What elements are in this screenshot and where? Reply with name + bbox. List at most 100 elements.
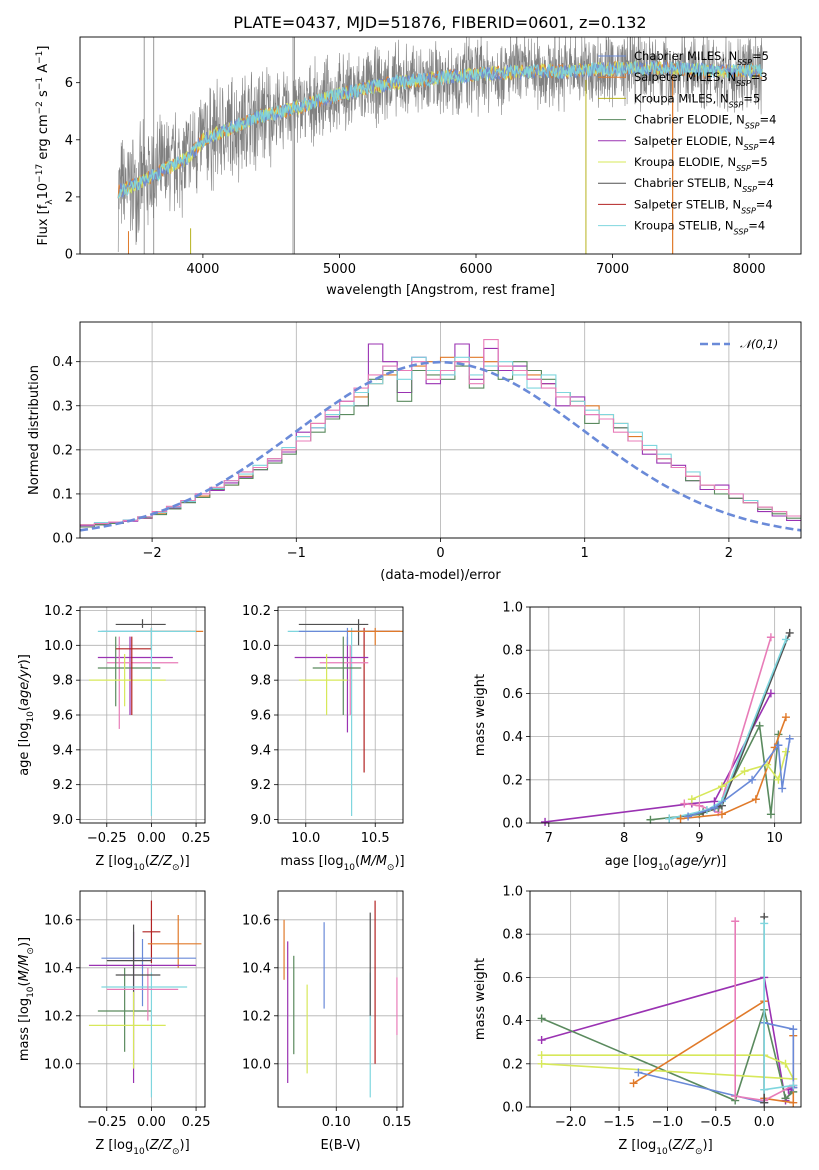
y-axis-label: mass weight [473,958,488,1040]
legend-label: Salpeter ELODIE, NSSP=4 [634,134,775,152]
weight-vs-age-frame [529,606,802,824]
y-axis-label: Flux [fλ10−17 erg cm−2 s−1 A−1] [35,46,55,246]
x-tick-label: 9 [695,831,703,846]
x-tick-label: 0 [436,546,444,561]
series-point-marker [785,734,794,743]
y-tick-label: 9.0 [52,813,73,828]
x-axis-label: wavelength [Angstrom, rest frame] [326,283,555,298]
x-tick-label: 0.00 [137,1115,166,1130]
series-point-marker [781,713,790,722]
y-tick-label: 0.4 [502,730,523,745]
series-point-marker [646,815,655,824]
series-point-marker [687,795,696,804]
series-point-marker [785,628,794,637]
y-tick-label: 0.0 [502,817,523,832]
series-point-marker [731,1092,740,1101]
series-line [691,751,787,800]
y-tick-label: 10.0 [242,639,271,654]
x-tick-label: 10 [766,831,783,846]
series-line [633,999,795,1104]
spectrum-legend: Chabrier MILES, NSSP=5 Salpeter MILES, NS… [598,49,776,236]
mass-vs-ebv-errorbars [283,900,398,1098]
histogram-step-line [80,339,801,526]
series-point-marker [781,747,790,756]
x-axis-label: (data-model)/error [380,568,501,583]
y-tick-label: 10.0 [242,1057,271,1072]
age-vs-mass-frame [277,606,404,824]
y-tick-label: 0.8 [502,928,523,943]
series-point-marker [760,1085,769,1094]
series-line [734,921,794,1102]
series-point-marker [665,814,674,823]
x-axis-label: Z [log10(Z/Z⊙)] [95,1138,189,1157]
series-point-marker [751,795,760,804]
series-point-marker [634,1068,643,1077]
series-line [687,738,791,818]
x-tick-label: 10.5 [361,831,390,846]
x-tick-label: 4000 [186,262,219,277]
series-point-marker [789,1025,798,1034]
series-point-marker [755,721,764,730]
legend-label: Salpeter STELIB, NSSP=4 [634,197,773,215]
residual-hist-axes: −2 −1 0 1 2 0.0 0.1 0.2 0.3 0.4 [52,322,801,561]
series-point-marker [766,689,775,698]
x-axis-label: E(B-V) [320,1138,360,1153]
y-tick-label: 10.2 [44,1009,73,1024]
legend-label: Chabrier ELODIE, NSSP=4 [634,113,776,131]
x-tick-label: 0.00 [137,831,166,846]
series-point-marker [717,810,726,819]
x-tick-label: −1.0 [652,1115,684,1130]
y-tick-label: 9.4 [250,743,271,758]
series-point-marker [676,814,685,823]
x-tick-label: 8 [620,831,628,846]
series-point-marker [760,1098,769,1107]
y-tick-label: 4 [65,133,73,148]
x-tick-label: −1 [287,546,306,561]
mass-vs-Z-axes: −0.25 0.00 0.25 10.0 10.2 10.4 10.6 [44,891,211,1130]
y-tick-label: 0.2 [52,443,73,458]
y-tick-label: 9.2 [52,778,73,793]
legend-label: Chabrier MILES, NSSP=5 [634,49,769,67]
weight-vs-Z-frame [529,890,802,1108]
age-vs-mass-axes: 10.0 10.5 9.0 9.2 9.4 9.6 9.8 10.0 10.2 [242,604,403,846]
spectrum-data [117,37,763,254]
y-axis-label: age [log10(age/yr)] [17,654,36,776]
x-tick-label: 2 [725,546,733,561]
series-point-marker [778,784,787,793]
y-tick-label: 9.8 [250,674,271,689]
y-tick-label: 0.6 [502,687,523,702]
spectrum-frame [79,36,802,255]
y-tick-label: 0.3 [52,399,73,414]
x-tick-label: 5000 [323,262,356,277]
series-point-marker [537,1051,546,1060]
age-vs-Z-errorbars [88,619,204,817]
y-tick-label: 10.6 [44,913,73,928]
histogram-data [79,339,802,532]
series-point-marker [537,1036,546,1045]
x-tick-label: 0.15 [382,1115,411,1130]
y-tick-label: 10.2 [242,604,271,619]
series-point-marker [537,1059,546,1068]
y-tick-label: 9.2 [250,778,271,793]
weight-vs-age-series [541,628,794,826]
y-tick-label: 9.6 [250,709,271,724]
normal-distribution-curve [79,360,802,532]
y-tick-label: 0.6 [502,971,523,986]
weight-vs-Z-series [537,912,798,1107]
x-tick-label: −0.25 [87,831,127,846]
x-axis-label: Z [log10(Z/Z⊙)] [95,854,189,873]
y-tick-label: 0.1 [52,487,73,502]
weight-vs-Z-axes: −2.0 −1.5 −1.0 −0.5 0.0 0.0 0.2 0.4 0.6 0.8 1.0 [502,885,801,1130]
y-tick-label: 6 [65,76,73,91]
y-tick-label: 0.8 [502,644,523,659]
y-axis-label: mass weight [473,674,488,756]
y-tick-label: 1.0 [502,885,523,900]
y-tick-label: 2 [65,190,73,205]
y-tick-label: 0.2 [502,1057,523,1072]
series-point-marker [740,767,749,776]
x-tick-label: −0.5 [700,1115,732,1130]
y-tick-label: 9.4 [52,743,73,758]
x-tick-label: 0.25 [182,1115,211,1130]
observed-spectrum-line [117,37,763,253]
